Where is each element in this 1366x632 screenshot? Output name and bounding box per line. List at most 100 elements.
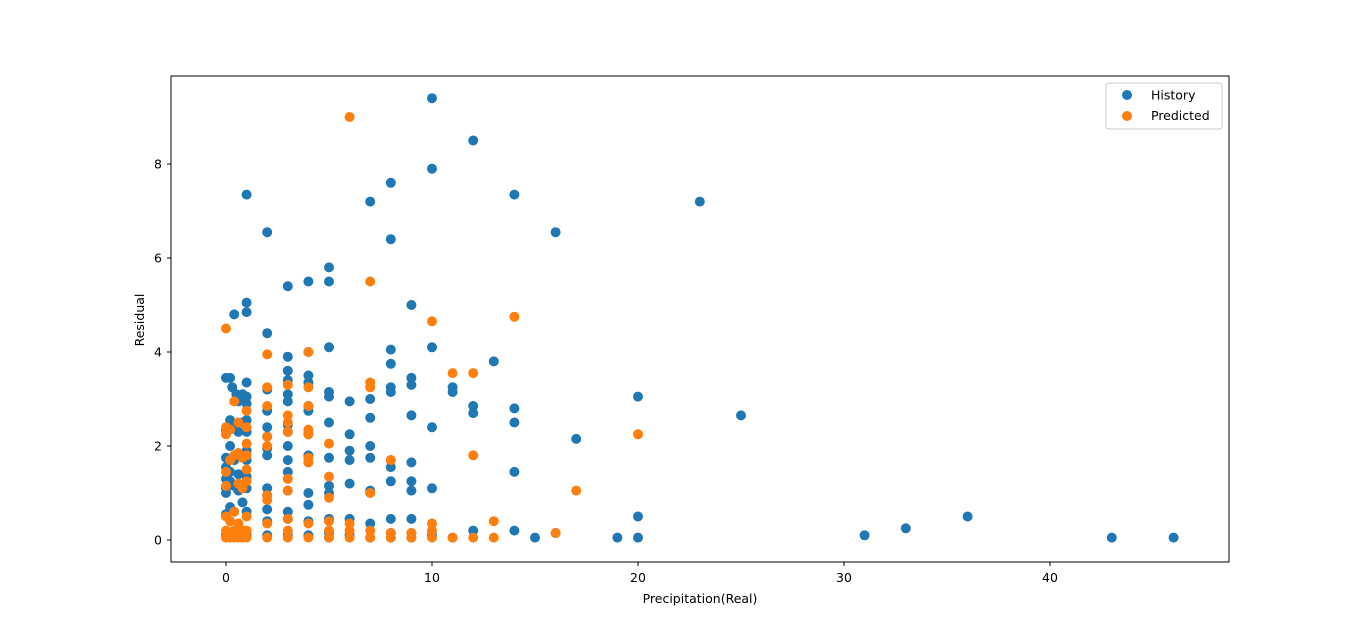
- data-point: [282, 485, 293, 496]
- data-point: [365, 452, 376, 463]
- data-point: [365, 518, 376, 529]
- y-axis-label: Residual: [132, 294, 147, 347]
- data-point: [324, 417, 334, 428]
- data-point: [1106, 532, 1117, 543]
- data-point: [262, 495, 273, 506]
- data-point: [571, 433, 582, 444]
- y-tick-label: 0: [154, 533, 162, 548]
- data-point: [385, 177, 396, 188]
- data-point: [282, 410, 293, 421]
- data-point: [550, 528, 561, 538]
- data-point: [385, 532, 396, 543]
- data-point: [509, 311, 520, 322]
- data-point: [324, 342, 334, 353]
- x-axis-label: Precipitation(Real): [643, 591, 758, 606]
- data-point: [262, 382, 273, 393]
- data-point: [303, 401, 314, 411]
- data-point: [633, 429, 643, 440]
- data-point: [229, 309, 240, 320]
- data-point: [900, 523, 911, 534]
- data-point: [229, 506, 240, 517]
- data-point: [324, 525, 334, 536]
- data-point: [233, 417, 244, 428]
- data-point: [406, 457, 417, 468]
- data-point: [225, 455, 236, 466]
- data-point: [509, 189, 520, 200]
- data-point: [427, 316, 437, 327]
- data-point: [344, 525, 355, 536]
- data-point: [262, 401, 273, 411]
- series-predicted-points: [221, 112, 643, 543]
- data-point: [633, 511, 643, 522]
- y-tick-label: 6: [154, 251, 162, 266]
- data-point: [282, 281, 293, 292]
- data-point: [262, 483, 273, 494]
- data-point: [385, 344, 396, 355]
- data-point: [633, 532, 643, 543]
- data-point: [385, 387, 396, 397]
- data-point: [427, 532, 437, 543]
- data-point: [282, 441, 293, 451]
- data-point: [282, 473, 293, 484]
- data-point: [262, 504, 273, 515]
- data-point: [225, 516, 236, 527]
- data-point: [468, 525, 479, 536]
- data-point: [406, 372, 417, 383]
- legend: History Predicted: [1105, 82, 1223, 130]
- data-point: [324, 391, 334, 402]
- data-point: [550, 227, 561, 238]
- data-point: [262, 349, 273, 360]
- data-point: [241, 391, 252, 402]
- data-point: [303, 429, 314, 440]
- data-point: [262, 450, 273, 461]
- data-point: [385, 358, 396, 369]
- data-point: [365, 382, 376, 393]
- data-point: [736, 410, 746, 421]
- data-point: [385, 513, 396, 524]
- data-point: [324, 516, 334, 527]
- data-point: [344, 478, 355, 489]
- data-point: [221, 323, 231, 334]
- data-point: [241, 438, 252, 449]
- data-point: [303, 532, 314, 543]
- data-point: [344, 518, 355, 529]
- data-point: [221, 480, 231, 491]
- data-point: [225, 441, 236, 451]
- data-point: [365, 394, 376, 404]
- data-point: [344, 396, 355, 407]
- x-tick-label: 20: [630, 570, 646, 585]
- y-tick-label: 8: [154, 157, 162, 172]
- axes-frame: [170, 75, 1230, 563]
- y-axis-ticks: 0 2 4 6 8: [154, 157, 171, 548]
- data-point: [282, 396, 293, 407]
- data-point: [488, 516, 499, 527]
- data-point: [233, 426, 244, 437]
- data-point: [324, 262, 334, 273]
- data-point: [488, 532, 499, 543]
- data-point: [324, 471, 334, 482]
- data-point: [427, 422, 437, 433]
- data-point: [1168, 532, 1179, 543]
- data-point: [365, 525, 376, 536]
- data-point: [303, 499, 314, 510]
- data-point: [282, 365, 293, 376]
- data-point: [303, 347, 314, 357]
- y-tick-label: 4: [154, 345, 162, 360]
- data-point: [303, 457, 314, 468]
- data-point: [612, 532, 623, 543]
- data-point: [427, 342, 437, 353]
- data-point: [241, 398, 252, 409]
- data-point: [241, 422, 252, 433]
- data-point: [694, 196, 705, 207]
- data-point: [282, 389, 293, 400]
- data-point: [385, 455, 396, 466]
- data-point: [221, 429, 231, 440]
- data-point: [241, 307, 252, 318]
- data-point: [427, 163, 437, 174]
- legend-frame: [1105, 82, 1223, 130]
- data-point: [385, 462, 396, 473]
- data-point: [344, 455, 355, 466]
- data-point: [262, 227, 273, 238]
- data-point: [468, 408, 479, 419]
